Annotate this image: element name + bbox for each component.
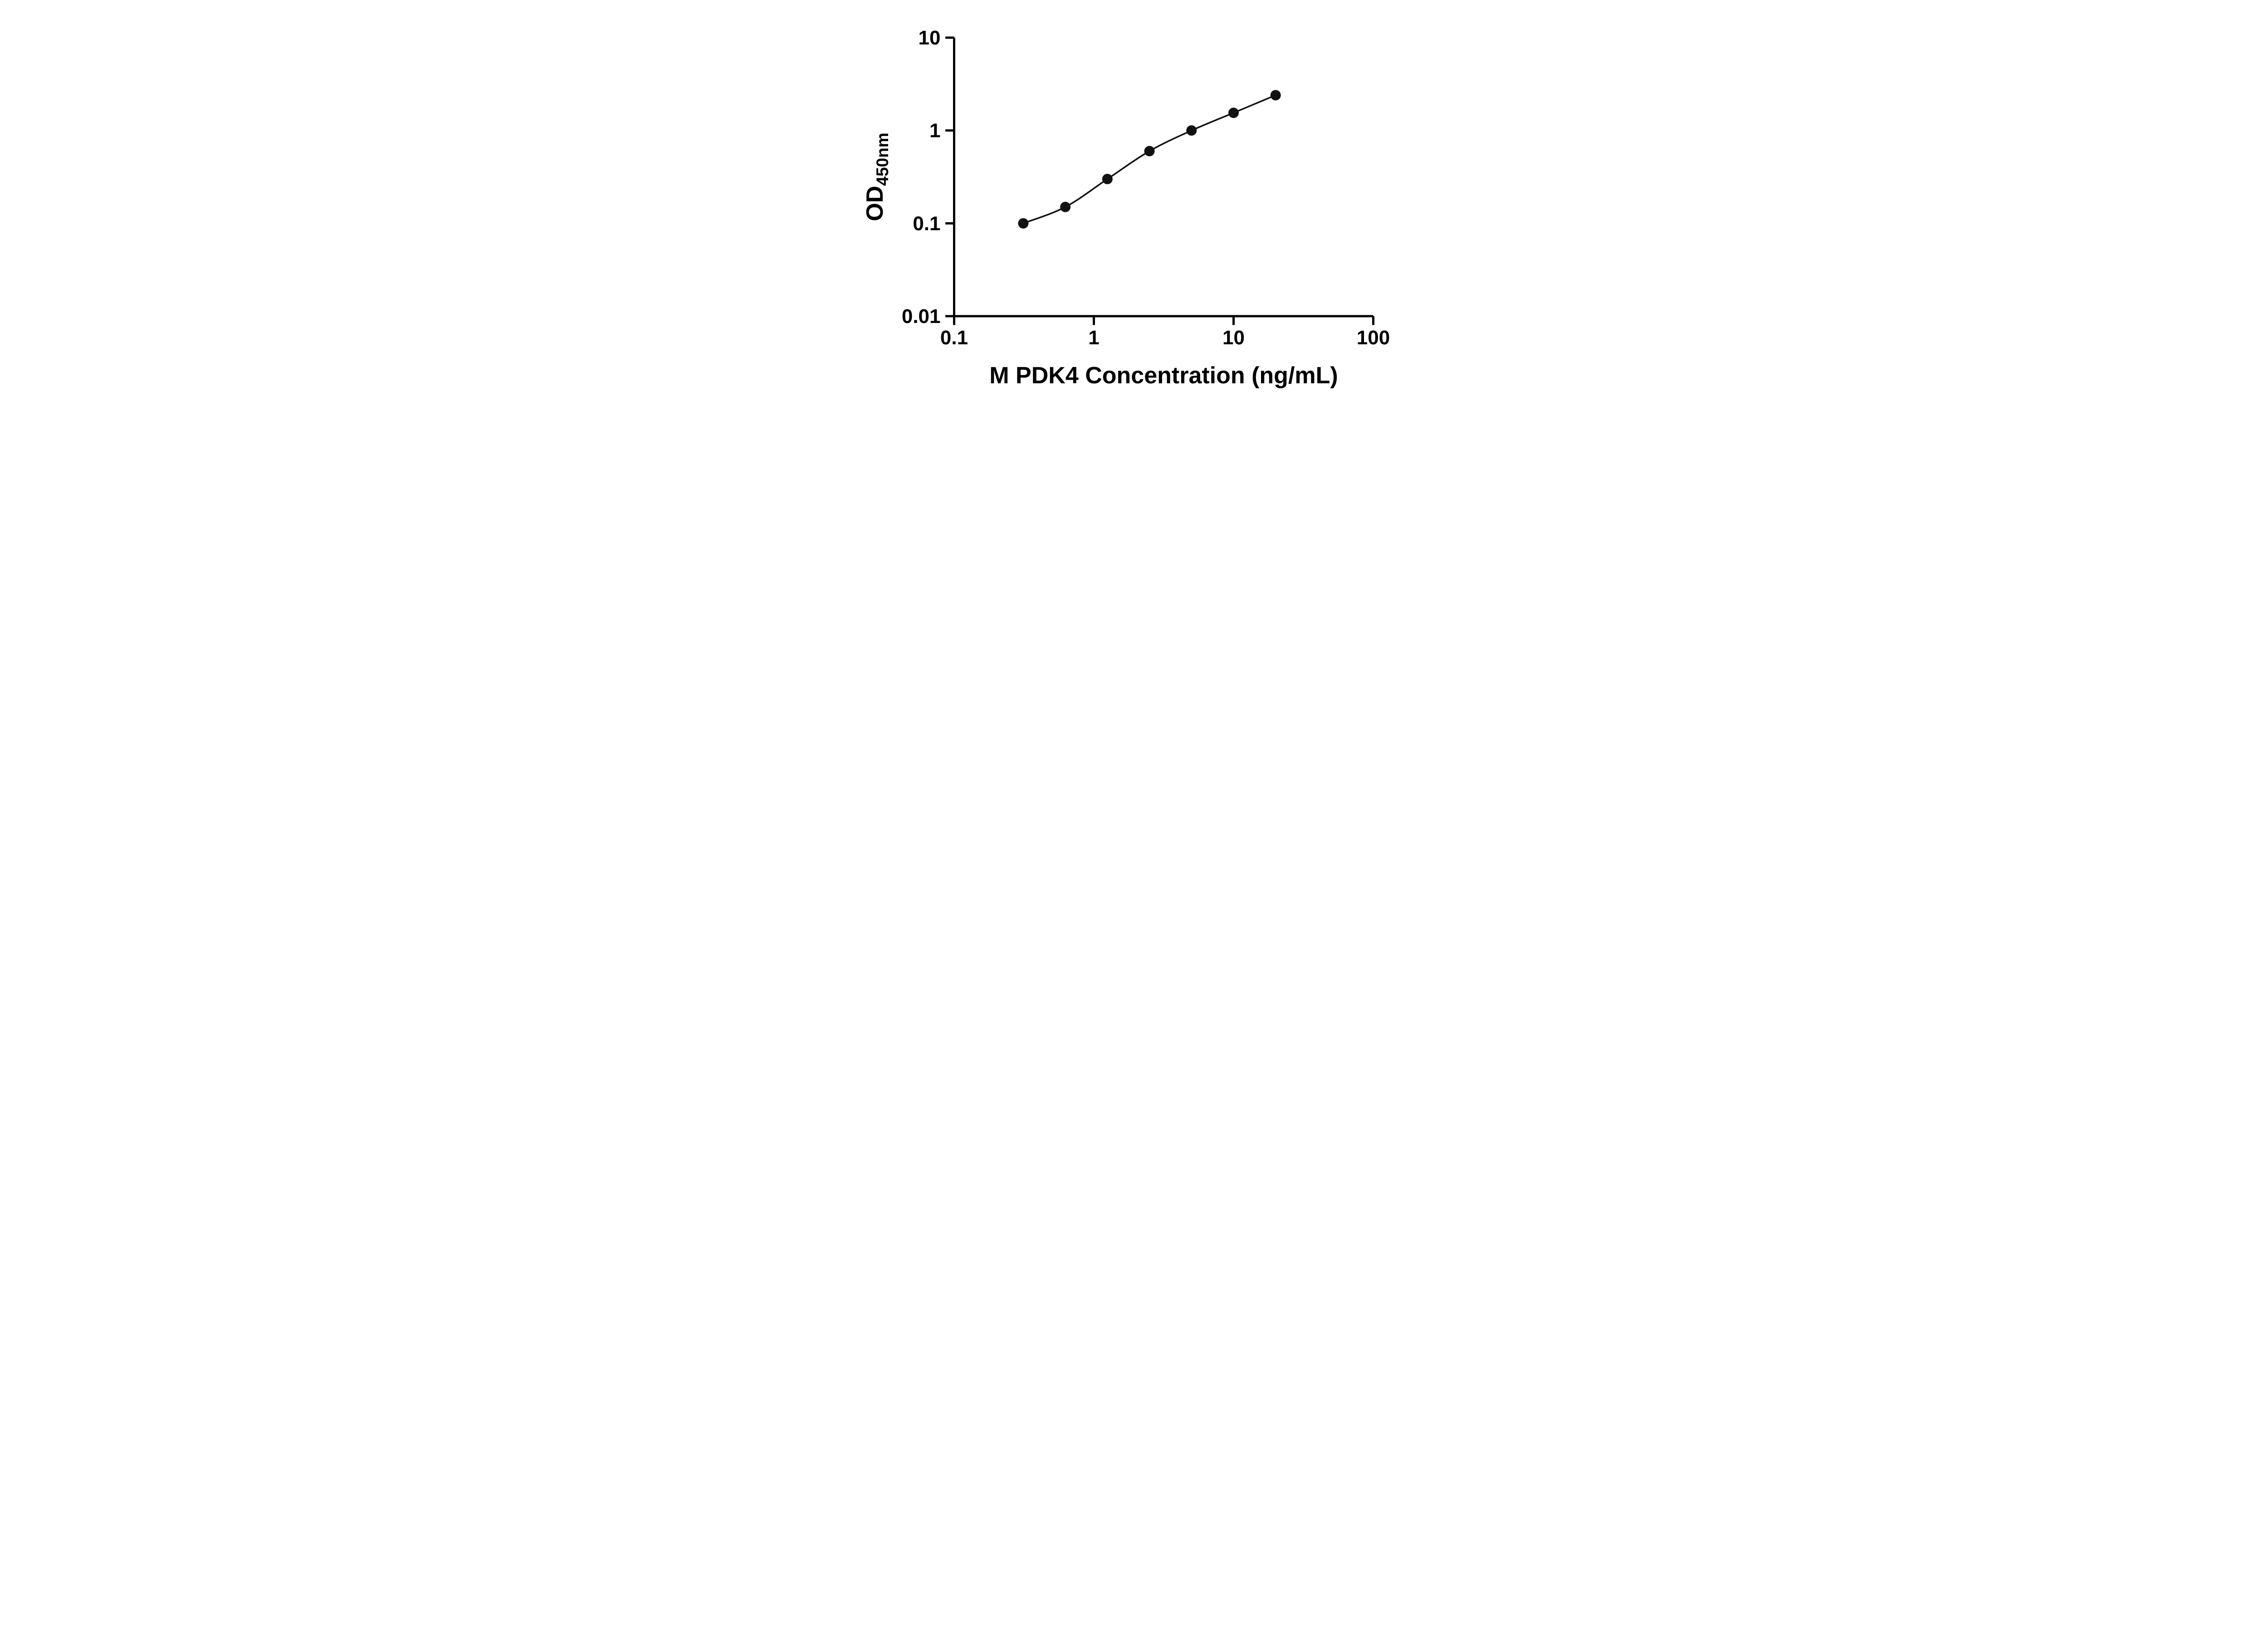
y-axis-title-main: OD (862, 186, 888, 221)
data-point (1060, 201, 1070, 212)
y-ticks: 0.01 0.1 1 10 (901, 27, 954, 328)
x-ticks: 0.1 1 10 100 (940, 316, 1390, 349)
data-point (1270, 90, 1281, 101)
data-point (1102, 174, 1113, 185)
data-point (1228, 108, 1239, 118)
y-axis-title: OD450nm (862, 132, 892, 221)
data-point (1017, 218, 1028, 229)
y-tick-label: 0.01 (901, 305, 940, 328)
elisa-standard-curve-chart: 0.1 1 10 100 0.01 0.1 1 10 M PDK4 Concentration … (842, 0, 1426, 408)
y-axis-title-subscript: 450nm (873, 132, 892, 186)
x-tick-label: 100 (1356, 327, 1389, 349)
chart-background (842, 0, 1426, 408)
data-point (1144, 146, 1155, 156)
y-tick-label: 0.1 (913, 212, 940, 235)
data-point (1186, 125, 1197, 136)
data-points (1017, 90, 1281, 229)
x-tick-label: 10 (1222, 327, 1245, 349)
x-axis-title: M PDK4 Concentration (ng/mL) (989, 362, 1338, 389)
x-tick-label: 0.1 (940, 327, 968, 349)
x-tick-label: 1 (1088, 327, 1099, 349)
y-tick-label: 10 (918, 27, 940, 49)
y-tick-label: 1 (929, 120, 940, 142)
elisa-standard-curve-page: 0.1 1 10 100 0.01 0.1 1 10 M PDK4 Concentration … (842, 0, 1426, 408)
